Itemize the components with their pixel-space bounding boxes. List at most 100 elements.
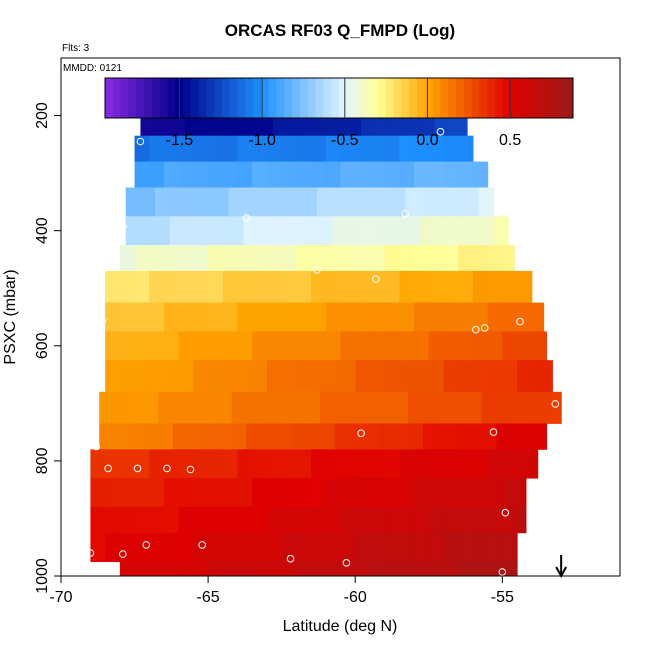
- heatmap-cell: [414, 506, 430, 534]
- heatmap-cell: [414, 270, 430, 304]
- heatmap-cell: [414, 135, 430, 162]
- heatmap-cell: [472, 561, 489, 577]
- heatmap-cell: [384, 561, 400, 577]
- colorbar-segment: [144, 78, 153, 118]
- heatmap-cell: [316, 187, 333, 217]
- heatmap-cell: [325, 161, 342, 188]
- heatmap-cell: [178, 506, 194, 534]
- colorbar-segment: [222, 78, 231, 118]
- colorbar-segment: [518, 78, 527, 118]
- heatmap-cell: [163, 161, 180, 188]
- heatmap-cell: [493, 216, 509, 246]
- heatmap-cell: [428, 360, 445, 393]
- heatmap-cell: [502, 532, 518, 563]
- colorbar-segment: [495, 78, 504, 118]
- heatmap-cell: [134, 506, 150, 534]
- heatmap-cell: [325, 360, 342, 393]
- heatmap-cell: [325, 561, 342, 577]
- heatmap-cell: [369, 331, 386, 361]
- colorbar-segment: [440, 78, 449, 118]
- heatmap-cell: [281, 360, 297, 393]
- flight-point: [119, 550, 127, 558]
- heatmap-cell: [125, 187, 142, 217]
- heatmap-cell: [155, 216, 171, 246]
- heatmap-cell: [302, 216, 318, 246]
- heatmap-cell: [208, 161, 224, 188]
- heatmap-cell: [187, 423, 203, 450]
- heatmap-cell: [266, 302, 283, 332]
- x-tick-label: -60: [344, 589, 367, 606]
- heatmap-cell: [266, 245, 283, 272]
- heatmap-cell: [237, 561, 253, 577]
- heatmap-cell: [405, 187, 421, 217]
- heatmap-cell: [149, 135, 165, 162]
- flight-point: [498, 568, 507, 576]
- heatmap-cell: [163, 302, 180, 332]
- heatmap-cell: [378, 391, 395, 424]
- heatmap-cell: [237, 161, 253, 188]
- heatmap-cell: [340, 360, 356, 393]
- heatmap-cell: [458, 360, 474, 393]
- heatmap-cell: [414, 449, 430, 479]
- flight-point: [357, 429, 365, 438]
- colorbar-segment: [502, 78, 512, 118]
- heatmap-cell: [134, 478, 150, 508]
- heatmap-cell: [443, 245, 459, 272]
- heatmap-cell: [349, 391, 365, 424]
- heatmap-cell: [296, 270, 312, 304]
- colorbar-tick-label: 0.0: [416, 132, 438, 149]
- heatmap-cell: [311, 506, 327, 534]
- heatmap-cell: [193, 331, 209, 361]
- heatmap-cell: [213, 187, 230, 217]
- heatmap-cell: [393, 423, 409, 450]
- heatmap-cell: [452, 391, 468, 424]
- heatmap-cell: [134, 161, 150, 188]
- heatmap-cell: [105, 449, 121, 479]
- heatmap-cell: [155, 187, 171, 217]
- heatmap-cell: [458, 270, 474, 304]
- heatmap-cell: [208, 302, 224, 332]
- heatmap-cell: [531, 331, 548, 361]
- heatmap-cell: [487, 302, 503, 332]
- flight-point: [163, 464, 171, 473]
- heatmap-cell: [472, 245, 489, 272]
- heatmap-cell: [340, 532, 356, 563]
- heatmap-cell: [208, 449, 224, 479]
- heatmap-cell: [325, 331, 342, 361]
- heatmap-cell: [246, 391, 262, 424]
- heatmap-cell: [119, 506, 136, 534]
- heatmap-cell: [408, 423, 424, 450]
- heatmap-cell: [443, 360, 459, 393]
- heatmap-cell: [199, 187, 215, 217]
- heatmap-cell: [502, 449, 518, 479]
- heatmap-cell: [119, 302, 136, 332]
- heatmap-cell: [163, 245, 180, 272]
- flight-point: [472, 325, 480, 334]
- colorbar-tick-label: -0.5: [331, 132, 359, 149]
- heatmap-cell: [369, 245, 386, 272]
- heatmap-cell: [222, 135, 239, 162]
- colorbar-tick-label: -1.0: [248, 132, 276, 149]
- heatmap-cell: [296, 135, 312, 162]
- heatmap-cell: [287, 187, 303, 217]
- heatmap-cell: [202, 391, 218, 424]
- heatmap-cell: [163, 449, 180, 479]
- heatmap-cell: [464, 187, 480, 217]
- heatmap-cell: [531, 360, 548, 393]
- heatmap-cell: [208, 270, 224, 304]
- heatmap-cell: [169, 187, 186, 217]
- heatmap-cell: [481, 423, 498, 450]
- heatmap-cell: [467, 391, 483, 424]
- colorbar-segment: [120, 78, 129, 118]
- colorbar-ticks: -1.5 -1.0 -0.5 0.0 0.5: [166, 78, 521, 149]
- heatmap-cell: [340, 506, 356, 534]
- heatmap-cell: [340, 245, 356, 272]
- heatmap-cell: [434, 216, 450, 246]
- heatmap-cell: [266, 270, 283, 304]
- heatmap-cell: [325, 302, 342, 332]
- colorbar-segment: [463, 78, 473, 118]
- heatmap-cell: [496, 423, 512, 450]
- heatmap-cell: [355, 532, 371, 563]
- heatmap-cell: [414, 331, 430, 361]
- flight-point: [516, 317, 524, 326]
